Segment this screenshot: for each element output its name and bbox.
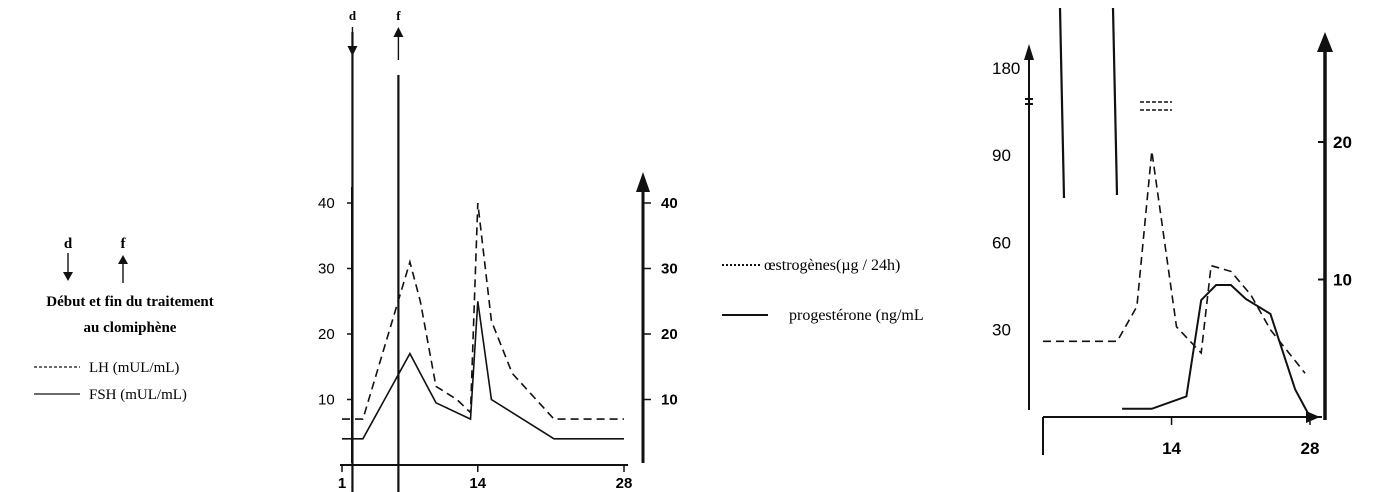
right-tick-label-2: 10 bbox=[1333, 271, 1352, 290]
right-tick-label: 40 bbox=[661, 195, 678, 212]
x-tick-labels: 1 14 28 bbox=[338, 465, 633, 492]
oestrogen-series-line bbox=[1043, 150, 1306, 374]
x-tick-labels-2: 14 28 bbox=[1042, 417, 1320, 458]
hormone-chart-lh-fsh: 10 20 30 40 10 20 30 40 1 14 28 d f bbox=[318, 8, 678, 492]
f-arrowhead bbox=[393, 27, 404, 37]
d-marker-label: d bbox=[349, 8, 357, 23]
fsh-series-line bbox=[342, 301, 624, 440]
legend-d-label: d bbox=[64, 236, 73, 252]
steroid-chart: 30 60 90 180 10 20 14 28 bbox=[992, 7, 1352, 458]
left-tick-label-2: 60 bbox=[992, 233, 1011, 252]
left-tick-label: 30 bbox=[318, 261, 335, 278]
legend-up-arrowhead-icon bbox=[118, 255, 128, 264]
left-tick-labels-2: 30 60 90 180 bbox=[992, 59, 1020, 340]
left-tick-label: 10 bbox=[318, 392, 335, 409]
treatment-end-line-2 bbox=[1111, 7, 1119, 196]
left-tick-label-2: 180 bbox=[992, 59, 1020, 78]
left-tick-label-2: 90 bbox=[992, 146, 1011, 165]
legend-oestrogen-label: œstrogènes(µg / 24h) bbox=[764, 257, 900, 274]
left-tick-label-2: 30 bbox=[992, 321, 1011, 340]
legend-graphic: d f Début et fin du traitement au clomip… bbox=[34, 236, 214, 403]
legend-down-arrowhead-icon bbox=[63, 272, 73, 281]
left-tick-label: 40 bbox=[318, 195, 335, 212]
right-tick-label: 10 bbox=[661, 392, 678, 409]
x-tick-label: 1 bbox=[338, 475, 346, 492]
legend-progesterone-label: progestérone (ng/mL bbox=[789, 307, 924, 324]
right-axis-arrow-icon-2 bbox=[1317, 32, 1333, 52]
right-tick-label: 30 bbox=[661, 261, 678, 278]
f-marker-label: f bbox=[396, 8, 401, 23]
x-tick-label-2: 28 bbox=[1301, 439, 1320, 458]
treatment-legend: d f Début et fin du traitement au clomip… bbox=[0, 228, 260, 413]
f-up-arrow-icon bbox=[393, 27, 404, 60]
legend-f-label: f bbox=[121, 236, 127, 252]
right-tick-label: 20 bbox=[661, 326, 678, 343]
right-tick-labels: 10 20 30 40 bbox=[643, 195, 678, 409]
legend-fsh-label: FSH (mUL/mL) bbox=[89, 387, 187, 403]
x-tick-label: 28 bbox=[616, 475, 633, 492]
left-tick-label: 20 bbox=[318, 326, 335, 343]
right-tick-labels-2: 10 20 bbox=[1318, 133, 1352, 290]
treatment-start-line-2 bbox=[1058, 7, 1066, 199]
lh-series-line bbox=[342, 202, 624, 420]
legend-title-line1: Début et fin du traitement bbox=[46, 294, 213, 310]
right-tick-label-2: 20 bbox=[1333, 133, 1352, 152]
d-arrowhead bbox=[347, 46, 358, 56]
legend-lh-label: LH (mUL/mL) bbox=[89, 360, 179, 376]
x-tick-label: 14 bbox=[469, 475, 486, 492]
left-axis-arrow-icon bbox=[1024, 44, 1034, 60]
right-axis-arrow-icon bbox=[636, 172, 650, 192]
steroid-legend: œstrogènes(µg / 24h) progestérone (ng/mL bbox=[722, 257, 924, 324]
x-tick-label-2: 14 bbox=[1162, 439, 1181, 458]
d-down-arrow-icon bbox=[347, 27, 358, 56]
left-tick-labels: 10 20 30 40 bbox=[318, 195, 352, 409]
legend-title-line2: au clomiphène bbox=[84, 320, 177, 336]
progesterone-series-line bbox=[1122, 284, 1311, 418]
